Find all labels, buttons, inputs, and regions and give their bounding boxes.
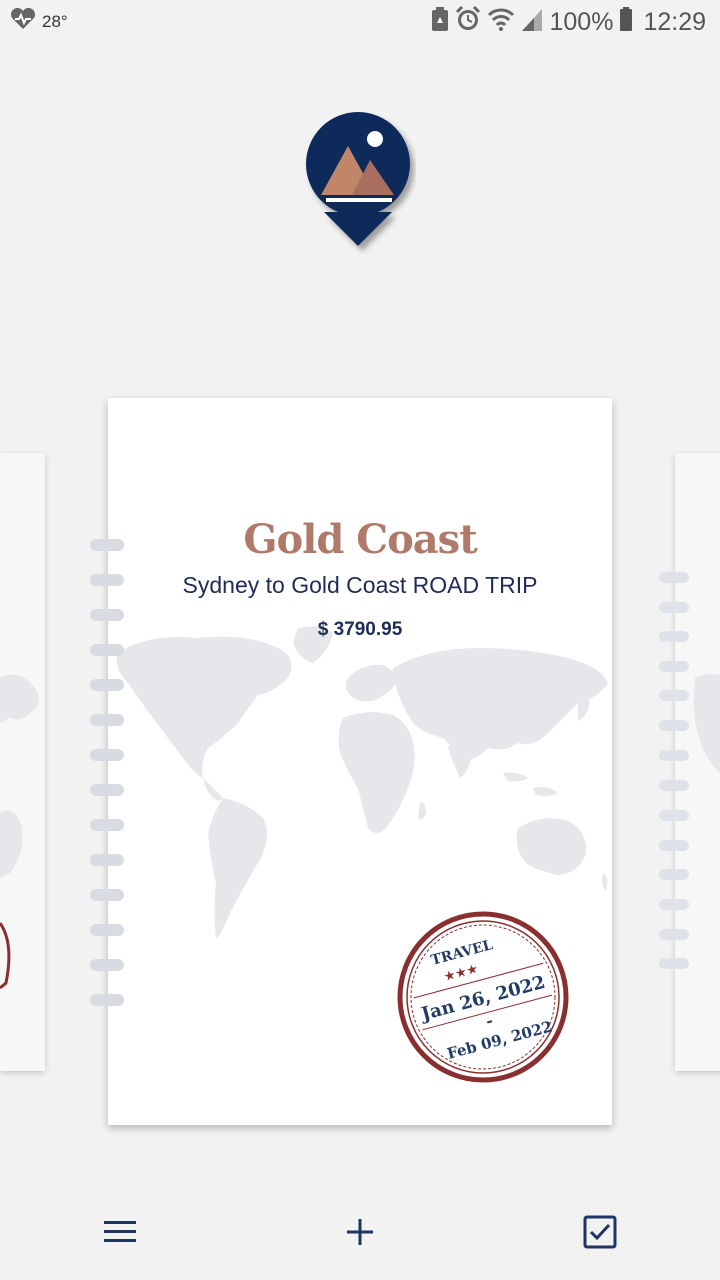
add-trip-button[interactable] [338, 1210, 382, 1254]
trip-price: $ 3790.95 [317, 619, 403, 640]
temperature-text: 28° [42, 11, 68, 31]
battery-icon [619, 6, 633, 39]
world-map-background [116, 626, 608, 938]
travel-date-stamp: TRAVEL ★★★ Jan 26, 2022 - Feb 09, 2022 [396, 910, 570, 1084]
trip-card[interactable]: Gold Coast Sydney to Gold Coast ROAD TRI… [108, 398, 612, 1125]
checklist-button[interactable] [578, 1210, 622, 1254]
menu-icon [104, 1221, 136, 1242]
bottom-navigation [0, 1200, 720, 1260]
clock: 12:29 [643, 8, 706, 36]
battery-percent: 100% [549, 8, 614, 36]
status-bar: 28° 100% 12:29 [0, 0, 720, 42]
menu-button[interactable] [98, 1210, 142, 1254]
signal-icon [521, 6, 543, 39]
next-trip-card[interactable] [675, 453, 720, 1071]
mountain-pin-logo-icon [304, 112, 416, 257]
recycle-icon [431, 6, 449, 39]
checkbox-icon [583, 1215, 617, 1249]
heart-rate-icon [10, 7, 36, 35]
trip-subtitle: Sydney to Gold Coast ROAD TRIP [182, 572, 538, 598]
wifi-icon [487, 6, 515, 39]
trip-title: Gold Coast [243, 516, 477, 563]
alarm-icon [455, 5, 481, 39]
previous-trip-card[interactable] [0, 453, 45, 1071]
stamp-separator: - [484, 1011, 495, 1031]
plus-icon [347, 1219, 373, 1245]
